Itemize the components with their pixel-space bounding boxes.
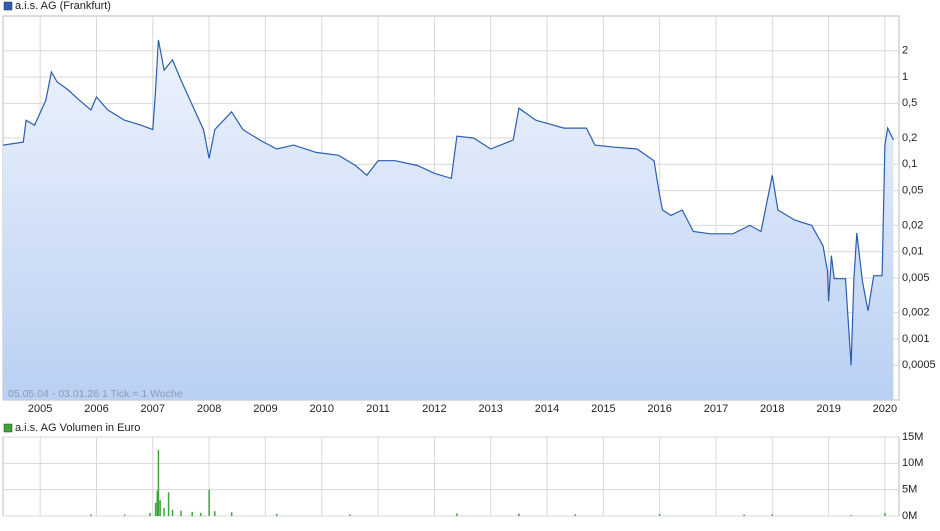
y-tick-label: 0M	[902, 510, 917, 522]
y-tick-label: 0,005	[902, 272, 930, 284]
x-tick-label: 2011	[366, 403, 390, 415]
x-tick-label: 2012	[422, 403, 446, 415]
legend-label: a.i.s. AG (Frankfurt)	[15, 0, 111, 12]
x-tick-label: 2006	[84, 403, 108, 415]
y-tick-label: 2	[902, 45, 908, 57]
plot-frame	[2, 436, 900, 517]
y-tick-label: 0,5	[902, 97, 917, 109]
y-tick-label: 0,001	[902, 333, 930, 345]
price-line	[2, 39, 894, 366]
x-tick-label: 2015	[591, 403, 615, 415]
x-tick-label: 2010	[310, 403, 334, 415]
x-tick-label: 2005	[28, 403, 52, 415]
x-tick-label: 2016	[647, 403, 671, 415]
y-tick-label: 0,0005	[902, 359, 936, 371]
y-tick-label: 0,1	[902, 158, 917, 170]
y-tick-label: 0,2	[902, 132, 917, 144]
y-tick-label: 0,02	[902, 219, 923, 231]
x-tick-label: 2007	[141, 403, 165, 415]
y-tick-label: 0,002	[902, 307, 930, 319]
x-tick-label: 2020	[873, 403, 897, 415]
legend-swatch	[3, 1, 13, 11]
y-tick-label: 5M	[902, 484, 917, 496]
x-tick-label: 2018	[760, 403, 784, 415]
x-tick-label: 2019	[816, 403, 840, 415]
y-tick-label: 0,05	[902, 185, 923, 197]
range-note: 05.05.04 - 03.01.26 1 Tick = 1 Woche	[8, 388, 183, 400]
legend-swatch	[3, 423, 13, 433]
x-tick-label: 2009	[253, 403, 277, 415]
y-tick-label: 10M	[902, 457, 923, 469]
y-tick-label: 15M	[902, 431, 923, 443]
x-tick-label: 2014	[535, 403, 559, 415]
y-tick-label: 0,01	[902, 246, 923, 258]
price-area	[3, 39, 894, 401]
legend-label: a.i.s. AG Volumen in Euro	[15, 422, 140, 434]
x-tick-label: 2013	[478, 403, 502, 415]
y-tick-label: 1	[902, 71, 908, 83]
x-tick-label: 2017	[704, 403, 728, 415]
x-tick-label: 2008	[197, 403, 221, 415]
